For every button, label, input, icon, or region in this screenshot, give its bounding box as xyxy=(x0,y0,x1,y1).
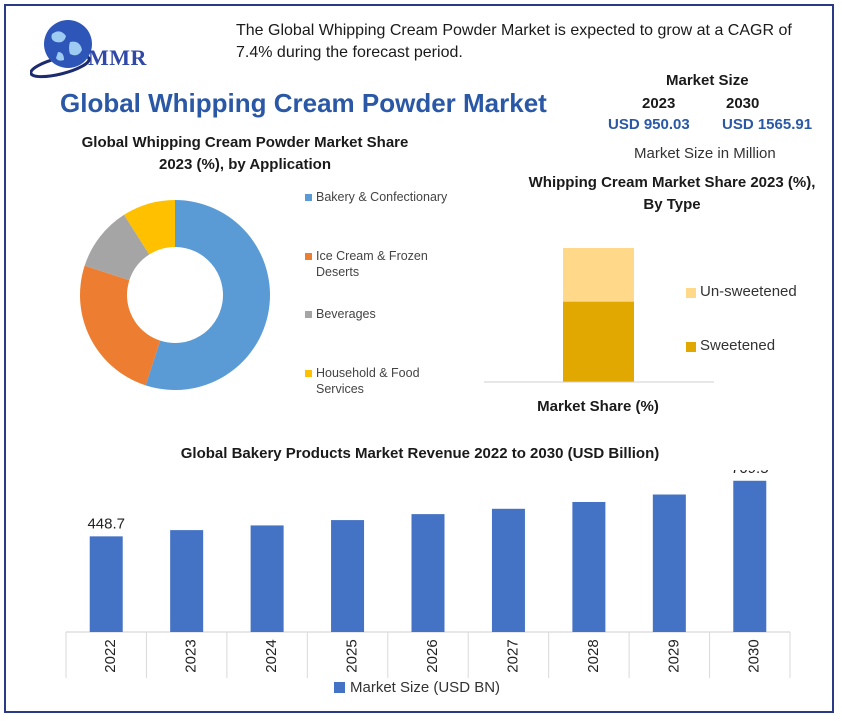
x-tick-label-2024: 2024 xyxy=(263,639,280,672)
x-tick-label-2026: 2026 xyxy=(424,639,441,672)
legend-label-ice-cream: Ice Cream & Frozen Deserts xyxy=(316,249,428,279)
x-tick-label-2025: 2025 xyxy=(344,639,361,672)
bar-2024 xyxy=(250,525,284,632)
x-tick-label-2030: 2030 xyxy=(746,639,763,672)
legend-label-unsweetened: Un-sweetened xyxy=(700,283,797,300)
market-size-year-2030: 2030 xyxy=(726,95,760,112)
bar-2028 xyxy=(572,501,606,632)
mmr-logo xyxy=(30,20,92,79)
logo-text: MMR xyxy=(88,45,147,70)
bar-2029 xyxy=(652,494,686,632)
data-label-2022: 448.7 xyxy=(87,515,125,532)
legend-swatch-unsweetened xyxy=(686,288,696,298)
bar-2026 xyxy=(411,514,445,632)
market-size-value-2023: USD 950.03 xyxy=(608,116,690,133)
donut-slice-beverages xyxy=(84,214,150,281)
donut-chart xyxy=(80,200,270,390)
donut-slice-bakery-confectionary xyxy=(145,200,270,390)
legend-swatch-household xyxy=(305,370,312,377)
legend-swatch-beverages xyxy=(305,311,312,318)
donut-slice-ice-cream-frozen-deserts xyxy=(80,265,161,386)
stack-segment-sweetened xyxy=(563,301,634,382)
bar-2030 xyxy=(733,480,767,632)
legend-swatch-bakery xyxy=(305,194,312,201)
bar-2025 xyxy=(331,520,365,632)
legend-swatch-market-size xyxy=(334,682,345,693)
market-size-value-2030: USD 1565.91 xyxy=(722,116,813,133)
legend-swatch-sweetened xyxy=(686,342,696,352)
legend-label-beverages: Beverages xyxy=(316,307,376,321)
legend-label-household: Household & Food Services xyxy=(316,366,420,396)
legend-swatch-ice-cream xyxy=(305,253,312,260)
market-size-unit: Market Size in Million xyxy=(634,145,776,162)
type-stacked-bar-chart xyxy=(484,248,714,383)
type-chart-xlabel: Market Share (%) xyxy=(537,398,659,415)
bar-chart-title: Global Bakery Products Market Revenue 20… xyxy=(180,445,660,462)
market-size-year-2023: 2023 xyxy=(642,95,676,112)
x-tick-label-2028: 2028 xyxy=(585,639,602,672)
main-title: Global Whipping Cream Powder Market xyxy=(60,88,547,118)
donut-slice-household-food-services xyxy=(124,200,175,255)
bakery-revenue-bar-chart: 2022 448.7 2023 2024 2025 2026 2027 2028 2029 203… xyxy=(65,470,791,696)
type-chart-title: Whipping Cream Market Share 2023 (%), By… xyxy=(528,174,816,213)
legend-label-sweetened: Sweetened xyxy=(700,337,776,354)
bar-2023 xyxy=(170,530,204,632)
legend-label-market-size: Market Size (USD BN) xyxy=(350,679,500,696)
stack-segment-un-sweetened xyxy=(563,248,634,302)
data-label-2030: 709.5 xyxy=(731,470,769,477)
market-size-label: Market Size xyxy=(666,72,749,89)
headline-text: The Global Whipping Cream Powder Market … xyxy=(236,22,792,61)
donut-chart-title: Global Whipping Cream Powder Market Shar… xyxy=(81,134,409,173)
x-tick-label-2023: 2023 xyxy=(183,639,200,672)
x-tick-label-2022: 2022 xyxy=(102,639,119,672)
bar-2027 xyxy=(491,508,525,632)
legend-label-bakery: Bakery & Confectionary xyxy=(316,190,448,204)
x-tick-label-2027: 2027 xyxy=(504,639,521,672)
x-tick-label-2029: 2029 xyxy=(665,639,682,672)
bar-2022 xyxy=(89,536,123,632)
